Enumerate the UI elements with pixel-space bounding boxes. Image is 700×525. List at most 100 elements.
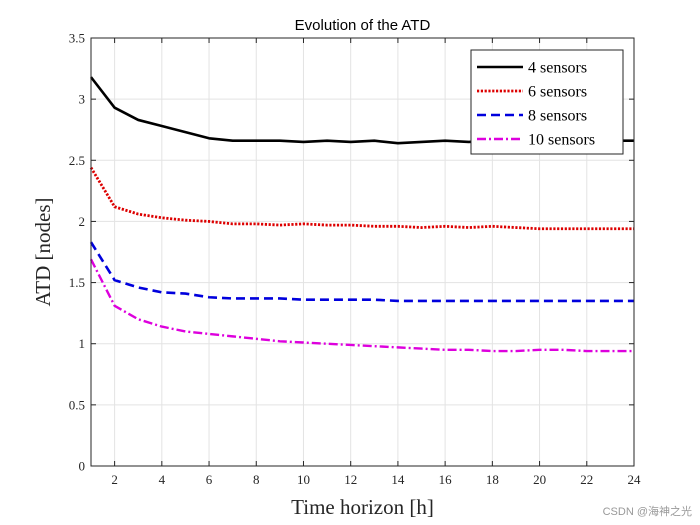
y-tick-label: 2 xyxy=(79,214,86,229)
data-point xyxy=(302,141,304,143)
data-point xyxy=(491,350,493,352)
series-line-10-sensors xyxy=(89,258,634,353)
data-point xyxy=(515,226,517,228)
data-point xyxy=(113,305,115,307)
data-point xyxy=(373,298,375,300)
data-point xyxy=(420,300,422,302)
x-tick-label: 18 xyxy=(486,472,499,487)
y-axis-label: ATD [nodes] xyxy=(31,197,55,306)
data-point xyxy=(491,225,493,227)
data-point xyxy=(161,217,163,219)
data-point xyxy=(420,226,422,228)
legend: 4 sensors 6 sensors 8 sensors 10 sensors xyxy=(470,49,624,155)
x-tick-label: 8 xyxy=(253,472,260,487)
data-point xyxy=(255,297,257,299)
data-point xyxy=(397,300,399,302)
x-tick-label: 14 xyxy=(391,472,405,487)
data-point xyxy=(113,279,115,281)
data-point xyxy=(184,330,186,332)
data-point xyxy=(397,346,399,348)
data-point xyxy=(468,349,470,351)
data-point xyxy=(137,286,139,288)
data-point xyxy=(538,228,540,230)
data-point xyxy=(349,344,351,346)
data-point xyxy=(161,125,163,127)
data-point xyxy=(326,343,328,345)
y-tick-label: 3.5 xyxy=(69,31,85,46)
data-point xyxy=(397,225,399,227)
chart-title: Evolution of the ATD xyxy=(295,17,431,34)
data-point xyxy=(326,140,328,142)
data-point xyxy=(231,335,233,337)
legend-label: 6 sensors xyxy=(528,84,587,101)
data-point xyxy=(373,140,375,142)
data-point xyxy=(302,341,304,343)
data-point xyxy=(444,140,446,142)
data-point xyxy=(279,297,281,299)
x-tick-label: 22 xyxy=(580,472,593,487)
series-line-8-sensors xyxy=(89,241,634,303)
x-tick-label: 6 xyxy=(206,472,213,487)
legend-label: 4 sensors xyxy=(528,60,587,77)
series-line-6-sensors xyxy=(89,166,634,231)
data-point xyxy=(184,219,186,221)
data-point xyxy=(161,291,163,293)
data-point xyxy=(231,297,233,299)
data-point xyxy=(255,223,257,225)
data-point xyxy=(208,333,210,335)
data-point xyxy=(468,226,470,228)
data-point xyxy=(491,300,493,302)
data-point xyxy=(373,225,375,227)
data-point xyxy=(231,223,233,225)
x-tick-label: 20 xyxy=(533,472,546,487)
data-point xyxy=(420,347,422,349)
data-point xyxy=(468,300,470,302)
data-point xyxy=(279,224,281,226)
data-point xyxy=(349,141,351,143)
data-point xyxy=(161,325,163,327)
data-point xyxy=(609,350,611,352)
data-point xyxy=(255,338,257,340)
data-point xyxy=(113,206,115,208)
data-point xyxy=(326,298,328,300)
data-point xyxy=(208,296,210,298)
y-tick-label: 0.5 xyxy=(69,397,85,412)
y-tick-label: 3 xyxy=(79,92,86,107)
x-tick-label: 12 xyxy=(344,472,357,487)
data-point xyxy=(586,300,588,302)
x-tick-label: 24 xyxy=(628,472,642,487)
plot-frame xyxy=(90,37,635,467)
data-point xyxy=(586,350,588,352)
data-point xyxy=(184,131,186,133)
data-point xyxy=(326,224,328,226)
data-point xyxy=(373,345,375,347)
data-point xyxy=(137,318,139,320)
data-point xyxy=(113,107,115,109)
data-point xyxy=(538,300,540,302)
data-point xyxy=(208,220,210,222)
data-point xyxy=(279,140,281,142)
data-point xyxy=(562,228,564,230)
data-point xyxy=(208,137,210,139)
data-point xyxy=(302,223,304,225)
data-point xyxy=(444,300,446,302)
data-point xyxy=(538,349,540,351)
data-point xyxy=(609,300,611,302)
data-point xyxy=(468,141,470,143)
watermark-text: CSDN @海神之光 xyxy=(603,504,692,518)
x-axis-label: Time horizon [h] xyxy=(291,495,434,519)
data-point xyxy=(444,349,446,351)
y-tick-label: 1.5 xyxy=(69,275,85,290)
data-point xyxy=(349,224,351,226)
legend-label: 8 sensors xyxy=(528,108,587,125)
data-point xyxy=(515,300,517,302)
data-point xyxy=(420,141,422,143)
data-point xyxy=(231,140,233,142)
y-tick-label: 1 xyxy=(79,336,86,351)
legend-label: 10 sensors xyxy=(528,132,595,149)
data-point xyxy=(349,298,351,300)
data-point xyxy=(137,119,139,121)
data-point xyxy=(562,349,564,351)
